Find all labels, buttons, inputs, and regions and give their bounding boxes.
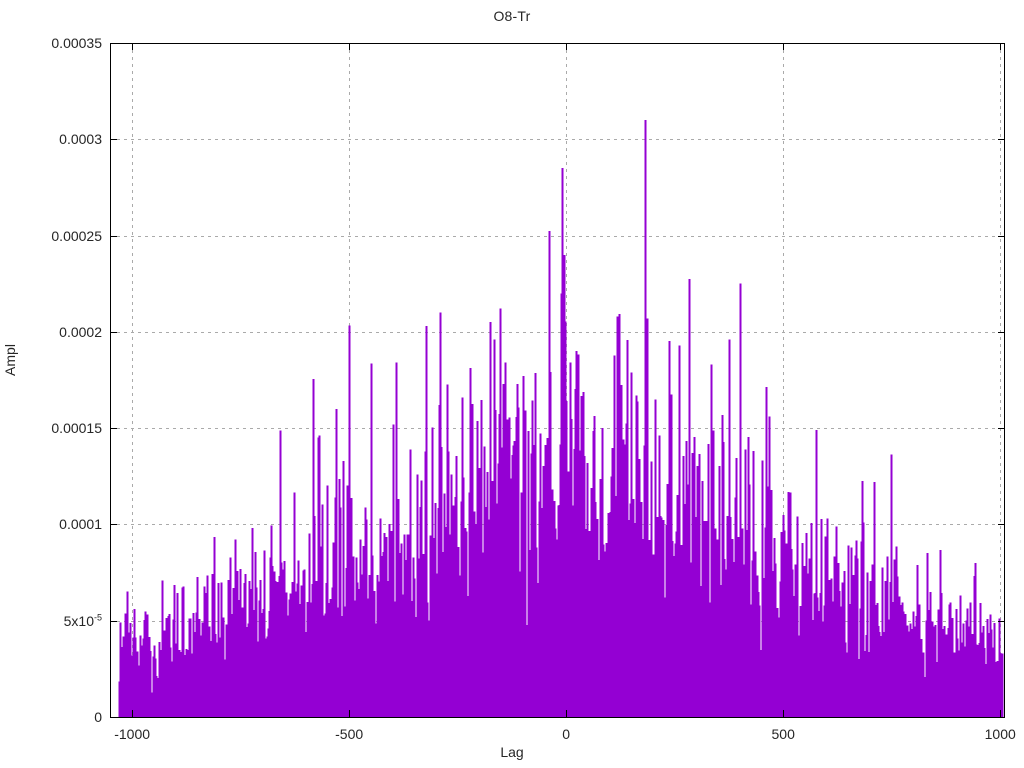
- y-tick-label: 0.00015: [51, 420, 102, 437]
- x-tick-label: 1000: [984, 726, 1016, 742]
- page-title: O8-Tr: [493, 8, 531, 24]
- x-tick-label: -1000: [114, 726, 151, 742]
- plot-border: [110, 43, 1005, 718]
- y-tick-label: 0: [94, 709, 102, 725]
- y-tick-label: 0.0002: [59, 323, 102, 340]
- x-axis-label: Lag: [500, 744, 524, 760]
- y-tick-label: 5x10-5: [63, 612, 102, 629]
- y-tick-label: 0.00035: [51, 35, 102, 51]
- x-tick-label: 500: [771, 726, 795, 742]
- impulse-series: [118, 120, 1004, 717]
- y-tick-label: 0.00025: [51, 227, 102, 244]
- y-tick-label: 0.0001: [59, 516, 102, 533]
- x-tick-label: -500: [335, 726, 364, 742]
- x-tick-label: 0: [562, 726, 571, 742]
- y-tick-label: 0.0003: [59, 131, 102, 148]
